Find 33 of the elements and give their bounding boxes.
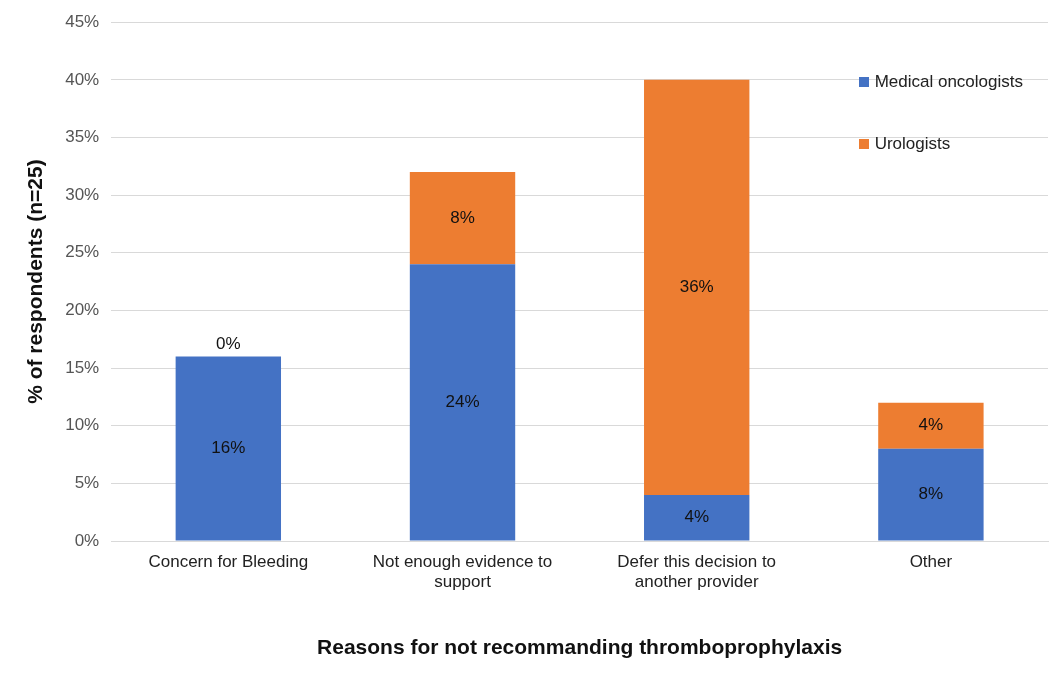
data-label: 24% [445, 392, 480, 412]
data-label: 16% [211, 438, 246, 458]
y-tick-label: 10% [65, 415, 100, 435]
data-label: 0% [216, 334, 241, 354]
x-tick-label: Concern for Bleeding [148, 551, 309, 571]
bar [878, 448, 984, 541]
x-tick-label: Other [909, 551, 953, 571]
y-tick-label: 40% [65, 69, 100, 89]
y-tick-label: 20% [65, 300, 100, 320]
bar [175, 356, 282, 541]
x-tick-label: Defer this decision to another provider [617, 551, 777, 592]
y-tick-label: 15% [65, 357, 100, 377]
data-label: 4% [918, 415, 944, 435]
data-label: 8% [918, 484, 944, 504]
y-tick-label: 0% [74, 530, 100, 550]
legend-label: Urologists [874, 134, 951, 154]
y-axis-title: % of respondents (n=25) [23, 159, 47, 404]
y-tick-label: 5% [74, 473, 100, 493]
bar [644, 494, 750, 541]
data-label: 8% [450, 207, 475, 227]
y-tick-label: 35% [65, 127, 100, 147]
bar [409, 264, 516, 541]
legend-label: Medical oncologists [874, 72, 1023, 92]
data-label: 36% [679, 277, 714, 297]
y-tick-label: 45% [65, 11, 100, 31]
bar [878, 402, 984, 449]
data-label: 4% [684, 507, 709, 527]
x-tick-label: Not enough evidence to support [372, 551, 553, 592]
x-axis-title: Reasons for not recommanding thromboprophylaxis [317, 635, 843, 659]
y-tick-label: 25% [65, 242, 100, 262]
y-tick-label: 30% [65, 184, 100, 204]
bar [409, 172, 516, 265]
bar [644, 79, 750, 495]
